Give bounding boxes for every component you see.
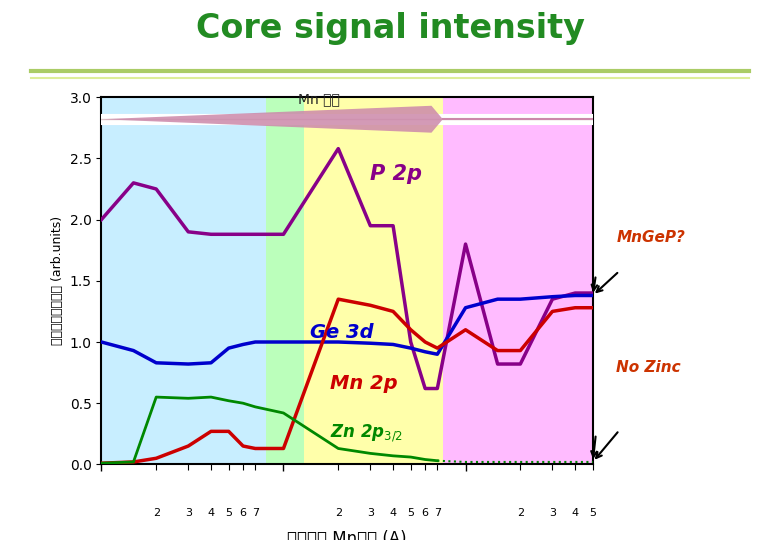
- Y-axis label: 内殻電子放出強度 (arb.units): 内殻電子放出強度 (arb.units): [51, 216, 64, 346]
- Text: 7: 7: [252, 509, 259, 518]
- Polygon shape: [101, 106, 443, 133]
- Text: 6: 6: [239, 509, 246, 518]
- Text: 6: 6: [422, 509, 429, 518]
- Text: Mn 2p: Mn 2p: [330, 374, 398, 393]
- Text: Zn 2p$_{3/2}$: Zn 2p$_{3/2}$: [330, 422, 402, 444]
- Text: 3: 3: [549, 509, 556, 518]
- Text: Core signal intensity: Core signal intensity: [196, 12, 584, 45]
- Text: 3: 3: [367, 509, 374, 518]
- Text: 2: 2: [153, 509, 160, 518]
- Bar: [101, 97, 266, 464]
- Text: 2: 2: [335, 509, 342, 518]
- Text: Ge 3d: Ge 3d: [310, 323, 374, 342]
- Text: 4: 4: [389, 509, 397, 518]
- Text: P 2p: P 2p: [370, 165, 422, 185]
- Text: 5: 5: [407, 509, 414, 518]
- Bar: [266, 97, 304, 464]
- Bar: [443, 97, 593, 464]
- Text: 5: 5: [590, 509, 596, 518]
- Text: 7: 7: [434, 509, 441, 518]
- Text: 4: 4: [207, 509, 215, 518]
- Bar: [304, 97, 443, 464]
- Text: 5: 5: [225, 509, 232, 518]
- Text: 2: 2: [517, 509, 524, 518]
- Text: 3: 3: [185, 509, 192, 518]
- Text: MnGeP?: MnGeP?: [616, 230, 685, 245]
- Text: No Zinc: No Zinc: [616, 360, 681, 375]
- Text: 名目上の Mn層厘 (A): 名目上の Mn層厘 (A): [287, 530, 407, 540]
- Text: 4: 4: [572, 509, 579, 518]
- Text: Mn 堆積: Mn 堆積: [298, 92, 340, 106]
